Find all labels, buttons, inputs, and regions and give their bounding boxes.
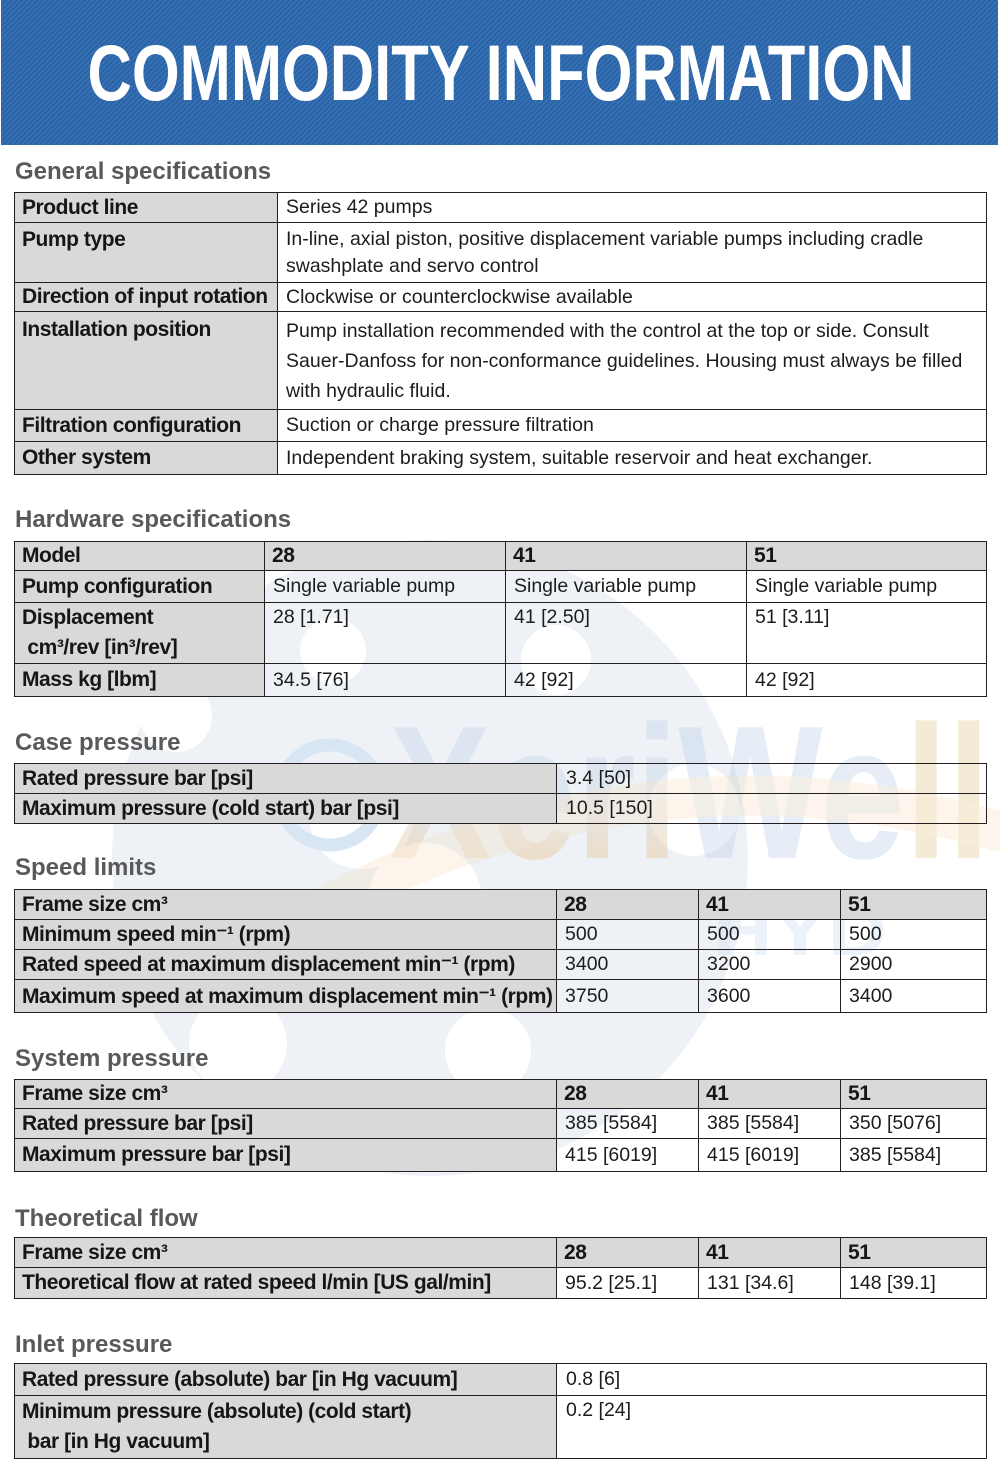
svg-text:COMMODITY INFORMATION: COMMODITY INFORMATION xyxy=(88,28,915,117)
